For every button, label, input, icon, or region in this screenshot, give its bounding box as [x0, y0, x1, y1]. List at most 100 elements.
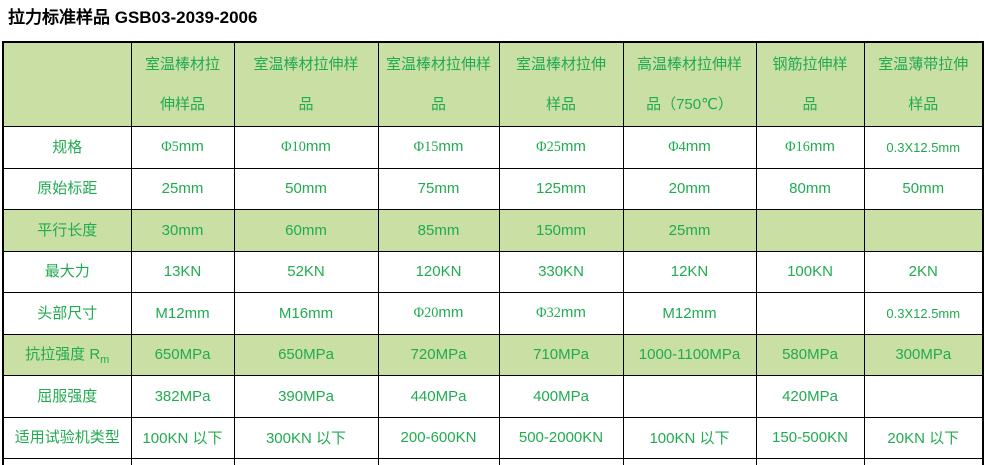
value-cell: M12mm — [622, 292, 757, 335]
value-cell: 580MPa — [755, 333, 865, 376]
table-row-1: 原始标距 25mm 50mm 75mm 125mm 20mm 80mm 50mm — [2, 167, 984, 210]
phi-prefix: Φ15 — [413, 139, 439, 156]
samples-table: 室温棒材拉 伸样品 室温棒材拉伸样 品室温棒材拉伸样 品室温棒材拉伸 样品 高温棒材… — [2, 41, 984, 465]
value-cell — [622, 375, 757, 418]
table-row-0: 规格 Φ5mm Φ10mm Φ15mm Φ25mm Φ4mm Φ16mm 0.3X12.5mm — [2, 126, 984, 169]
value-cell: 25mm — [130, 167, 235, 210]
value-cell: 60mm — [233, 209, 379, 252]
value-cell: 20mm — [622, 167, 757, 210]
phi-prefix: Φ5 — [161, 139, 179, 156]
row-label-subscript: m — [100, 354, 110, 367]
phi-prefix: Φ32 — [536, 305, 561, 322]
phi-prefix: Φ25 — [536, 139, 561, 156]
value-cell: 150mm — [498, 209, 624, 252]
value-cell: 30mm — [130, 209, 235, 252]
value-cell: 0.3X12.5mm — [863, 292, 984, 335]
row-label: 原始标距 — [2, 167, 132, 210]
table-header: 室温棒材拉 伸样品 室温棒材拉伸样 品室温棒材拉伸样 品室温棒材拉伸 样品 高温棒材… — [2, 41, 984, 127]
header-row: 室温棒材拉 伸样品 室温棒材拉伸样 品室温棒材拉伸样 品室温棒材拉伸 样品 高温棒材… — [2, 41, 984, 127]
value-cell: 13KN — [130, 250, 235, 293]
row-label: 适用试验机类型 — [2, 416, 132, 459]
row-label-text: 平行长度 — [37, 221, 98, 239]
value-cell: 0.3X12.5mm — [863, 126, 984, 169]
value-cell: Φ20mm — [377, 292, 500, 335]
value-cell: Φ5mm — [130, 126, 235, 169]
value-cell: 390MPa — [233, 375, 379, 418]
value-cell: 52KN — [233, 250, 379, 293]
value-cell: 125mm — [498, 167, 624, 210]
row-label: 抗拉强度 Rm — [2, 333, 132, 376]
table-body: 规格 Φ5mm Φ10mm Φ15mm Φ25mm Φ4mm Φ16mm 0.3X12.5mm… — [2, 126, 984, 465]
value-cell — [863, 209, 984, 252]
phi-prefix: Φ10 — [281, 139, 306, 156]
row-label: 屈服强度 — [2, 375, 132, 418]
row-label: 最大力 — [2, 250, 132, 293]
value-cell: 75mm — [377, 167, 500, 210]
value-cell: 382MPa — [130, 375, 235, 418]
value-cell: M12mm — [130, 292, 235, 335]
empty-cell — [130, 458, 235, 465]
phi-prefix: Φ4 — [668, 139, 686, 156]
value-cell: 25mm — [622, 209, 757, 252]
row-label-text: 屈服强度 — [37, 387, 98, 405]
phi-prefix: Φ20 — [413, 305, 439, 322]
empty-cell — [2, 458, 132, 465]
value-cell: 420MPa — [755, 375, 865, 418]
column-header-3: 室温棒材拉伸样 品 — [377, 41, 500, 127]
empty-cell — [377, 458, 500, 465]
row-label-text: 抗拉强度 R — [25, 346, 101, 364]
value-cell: 720MPa — [377, 333, 500, 376]
table-row-7: 适用试验机类型 100KN 以下 300KN 以下 200-600KN 500-2000… — [2, 416, 984, 459]
value-cell: 200-600KN — [377, 416, 500, 459]
empty-cell — [622, 458, 757, 465]
value-cell: 80mm — [755, 167, 865, 210]
value-cell: 1000-1100MPa — [622, 333, 757, 376]
partial-row — [2, 458, 984, 465]
phi-prefix: Φ16 — [785, 139, 810, 156]
value-cell: Φ32mm — [498, 292, 624, 335]
table-row-6: 屈服强度 382MPa 390MPa 440MPa 400MPa 420MPa — [2, 375, 984, 418]
column-header-5: 高温棒材拉伸样 品（750℃） — [622, 41, 757, 127]
value-cell: 330KN — [498, 250, 624, 293]
empty-cell — [233, 458, 379, 465]
value-cell: 500-2000KN — [498, 416, 624, 459]
column-header-2: 室温棒材拉伸样 品 — [233, 41, 379, 127]
table-row-4: 头部尺寸 M12mm M16mm Φ20mm Φ32mm M12mm 0.3X12.5mm — [2, 292, 984, 335]
row-label-text: 适用试验机类型 — [14, 429, 120, 447]
value-cell: 50mm — [863, 167, 984, 210]
column-header-7: 室温薄带拉伸 样品 — [863, 41, 984, 127]
value-cell: 85mm — [377, 209, 500, 252]
value-cell: 2KN — [863, 250, 984, 293]
value-cell: 650MPa — [130, 333, 235, 376]
page-title: 拉力标准样品 GSB03-2039-2006 — [8, 8, 258, 27]
value-cell: 710MPa — [498, 333, 624, 376]
column-header-4: 室温棒材拉伸 样品 — [498, 41, 624, 127]
value-cell: Φ16mm — [755, 126, 865, 169]
value-cell: 300KN 以下 — [233, 416, 379, 459]
value-cell — [863, 375, 984, 418]
column-header-6: 钢筋拉伸样 品 — [755, 41, 865, 127]
value-cell: 300MPa — [863, 333, 984, 376]
row-label: 规格 — [2, 126, 132, 169]
row-label-text: 原始标距 — [37, 180, 98, 198]
row-label-text: 最大力 — [44, 263, 90, 281]
value-cell: 400MPa — [498, 375, 624, 418]
value-cell: Φ25mm — [498, 126, 624, 169]
row-label: 平行长度 — [2, 209, 132, 252]
value-cell: 12KN — [622, 250, 757, 293]
value-cell: 150-500KN — [755, 416, 865, 459]
empty-cell — [755, 458, 865, 465]
table-row-2: 平行长度 30mm 60mm 85mm 150mm 25mm — [2, 209, 984, 252]
column-header-1: 室温棒材拉 伸样品 — [130, 41, 235, 127]
empty-cell — [498, 458, 624, 465]
column-header-0 — [2, 41, 132, 127]
value-cell: 50mm — [233, 167, 379, 210]
value-cell: Φ10mm — [233, 126, 379, 169]
empty-cell — [863, 458, 984, 465]
value-cell — [755, 209, 865, 252]
value-cell: 120KN — [377, 250, 500, 293]
value-cell — [755, 292, 865, 335]
value-cell: M16mm — [233, 292, 379, 335]
value-cell: 100KN — [755, 250, 865, 293]
